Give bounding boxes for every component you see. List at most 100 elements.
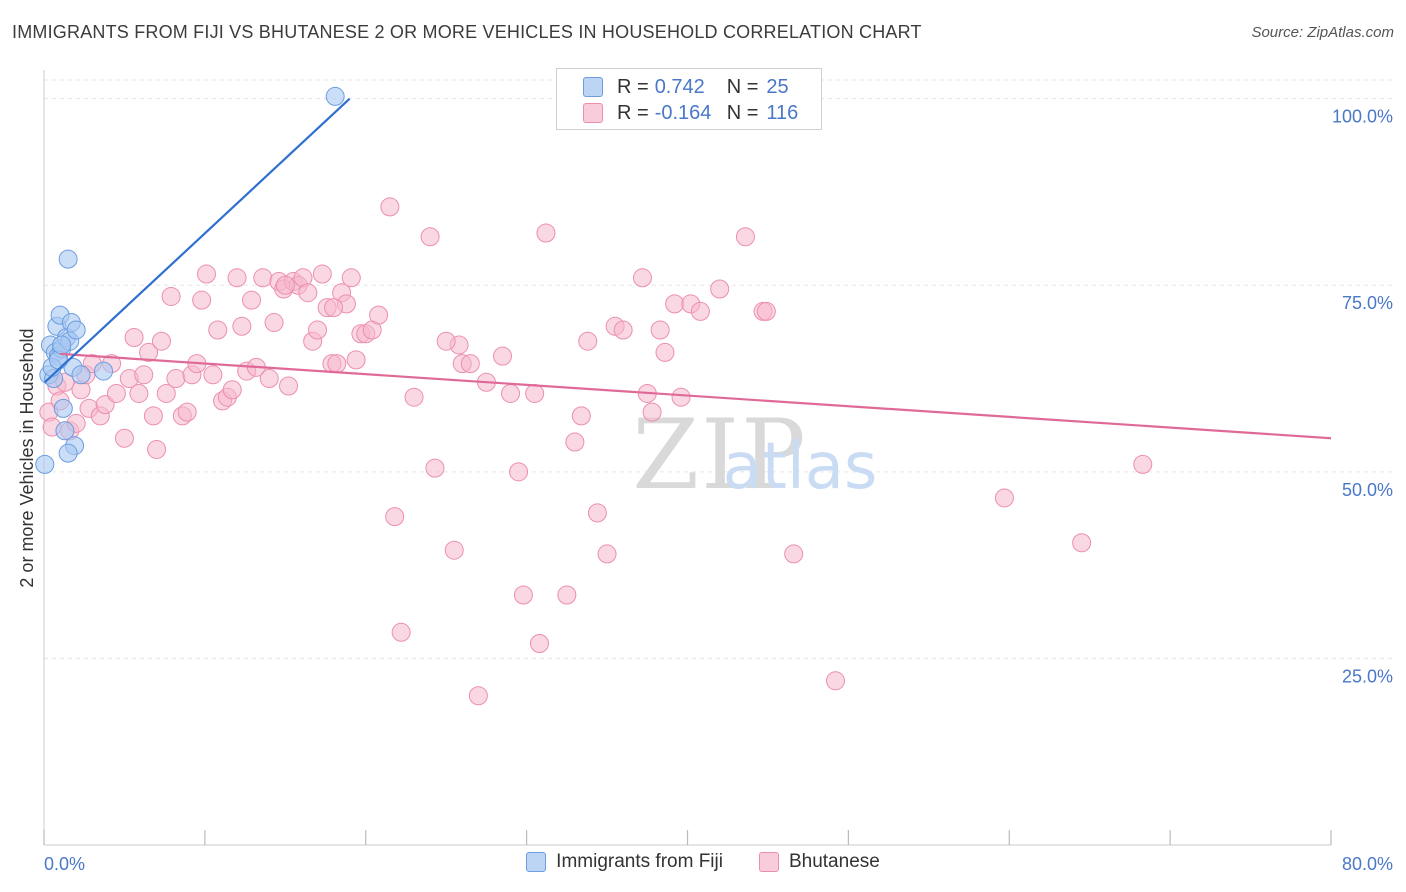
fiji-point	[58, 443, 78, 463]
bhutanese-point	[279, 376, 299, 396]
bhutanese-point	[536, 223, 556, 243]
bhutanese-point	[208, 320, 228, 340]
bhutanese-point	[578, 331, 598, 351]
bhutanese-point	[232, 316, 252, 336]
legend-item-bhutanese: Bhutanese	[758, 851, 880, 873]
bhutanese-point	[492, 346, 512, 366]
bhutanese-point	[671, 387, 691, 407]
bhutanese-point	[385, 507, 405, 527]
bhutanese-point	[525, 383, 545, 403]
bhutanese-point	[665, 294, 685, 314]
bhutanese-r-value: -0.164	[654, 101, 712, 124]
fiji-point	[94, 361, 114, 381]
bhutanese-point	[139, 342, 159, 362]
y-tick-label: 75.0%	[1342, 293, 1393, 313]
bhutanese-point	[222, 380, 242, 400]
bhutanese-point	[259, 369, 279, 389]
fiji-legend-label: Immigrants from Fiji	[556, 851, 723, 872]
bhutanese-point	[587, 503, 607, 523]
bhutanese-point	[420, 227, 440, 247]
bhutanese-point	[632, 268, 652, 288]
bhutanese-point	[501, 383, 521, 403]
bhutanese-point	[735, 227, 755, 247]
bhutanese-point	[557, 585, 577, 605]
bhutanese-point	[391, 622, 411, 642]
source-label: Source: ZipAtlas.com	[1251, 24, 1394, 41]
bhutanese-swatch	[583, 103, 603, 123]
watermark-atlas: atlas	[723, 430, 878, 504]
legend-row-bhutanese: R = -0.164 N = 116	[583, 100, 798, 126]
fiji-point	[325, 86, 345, 106]
fiji-point	[66, 320, 86, 340]
bhutanese-point	[404, 387, 424, 407]
bhutanese-trendline	[60, 352, 1332, 440]
watermark-zip: ZIP	[632, 399, 807, 511]
fiji-point	[53, 398, 73, 418]
n-label: N =	[726, 101, 759, 124]
fiji-trendline	[44, 97, 351, 384]
bhutanese-point	[468, 686, 488, 706]
chart-title: IMMIGRANTS FROM FIJI VS BHUTANESE 2 OR M…	[12, 22, 922, 42]
correlation-legend: R = 0.742 N = 25 R = -0.164 N = 116	[556, 68, 822, 130]
bhutanese-point	[203, 365, 223, 385]
y-axis-label: 2 or more Vehicles in Household	[17, 328, 37, 587]
bhutanese-point	[264, 313, 284, 333]
bhutanese-point	[253, 268, 273, 288]
y-tick-labels: 25.0% 50.0% 75.0% 100.0%	[1332, 107, 1393, 687]
bhutanese-point	[298, 283, 318, 303]
bhutanese-point	[151, 331, 171, 351]
fiji-point	[71, 365, 91, 385]
bhutanese-point	[346, 350, 366, 370]
bhutanese-point	[134, 365, 154, 385]
bhutanese-point	[380, 197, 400, 217]
bhutanese-point	[147, 439, 167, 459]
bhutanese-point	[642, 402, 662, 422]
bhutanese-point	[307, 320, 327, 340]
y-tick-label: 25.0%	[1342, 666, 1393, 686]
bhutanese-point	[114, 428, 134, 448]
bhutanese-point	[613, 320, 633, 340]
y-tick-label: 100.0%	[1332, 107, 1393, 127]
bhutanese-point	[341, 268, 361, 288]
bhutanese-point	[312, 264, 332, 284]
n-label: N =	[726, 75, 759, 98]
r-label: R =	[617, 101, 649, 124]
bhutanese-point	[565, 432, 585, 452]
bhutanese-point	[95, 395, 115, 415]
bhutanese-n-value: 116	[766, 101, 799, 124]
bhutanese-point	[369, 305, 389, 325]
bhutanese-points	[39, 89, 1153, 706]
fiji-point	[55, 421, 75, 441]
bhutanese-point	[275, 275, 295, 295]
bhutanese-point	[756, 301, 776, 321]
fiji-point	[58, 249, 78, 269]
bhutanese-point	[690, 301, 710, 321]
fiji-points	[35, 86, 345, 474]
bhutanese-point	[597, 544, 617, 564]
bhutanese-point	[513, 585, 533, 605]
fiji-r-value: 0.742	[654, 75, 705, 98]
bhutanese-point	[460, 354, 480, 374]
bhutanese-point	[129, 383, 149, 403]
bhutanese-point	[242, 290, 262, 310]
fiji-n-value: 25	[766, 75, 789, 98]
bhutanese-point	[571, 406, 591, 426]
series-legend: Immigrants from Fiji Bhutanese	[0, 851, 1406, 873]
x-tick-label-max: 80.0%	[1342, 854, 1393, 874]
bhutanese-point	[196, 264, 216, 284]
fiji-point	[52, 335, 72, 355]
fiji-point	[35, 454, 55, 474]
bhutanese-point	[227, 268, 247, 288]
bhutanese-point	[784, 544, 804, 564]
bhutanese-point	[1072, 533, 1092, 553]
bhutanese-point	[509, 462, 529, 482]
r-label: R =	[617, 75, 649, 98]
bhutanese-point	[177, 402, 197, 422]
bhutanese-point	[994, 488, 1014, 508]
bhutanese-legend-swatch	[758, 852, 779, 872]
bhutanese-point	[710, 279, 730, 299]
bhutanese-point	[327, 354, 347, 374]
x-ticks	[43, 830, 1332, 845]
bhutanese-point	[529, 633, 549, 653]
